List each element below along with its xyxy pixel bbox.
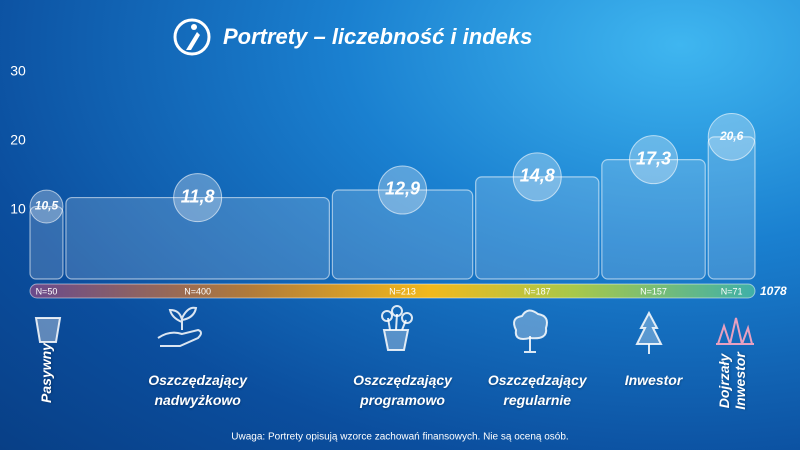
value-bubble bbox=[29, 189, 64, 224]
total-label: 1078 bbox=[760, 284, 787, 298]
category-label: Oszczędzający nadwyżkowo bbox=[148, 372, 248, 408]
y-tick-label: 20 bbox=[10, 132, 26, 148]
value-bubble bbox=[378, 165, 428, 215]
n-label: N=71 bbox=[721, 286, 743, 296]
n-strip bbox=[29, 283, 756, 299]
n-label: N=50 bbox=[36, 286, 58, 296]
chart-title: Portrety – liczebność i indeks bbox=[223, 24, 532, 49]
category-label: Dojrzały Inwestor bbox=[715, 352, 748, 410]
category-label: Pasywny bbox=[38, 343, 55, 403]
logo bbox=[173, 18, 211, 56]
value-label: 20,6 bbox=[719, 129, 744, 143]
value-label: 14,8 bbox=[520, 166, 555, 186]
n-label: N=213 bbox=[389, 286, 416, 296]
bar bbox=[707, 136, 756, 280]
bar bbox=[601, 159, 706, 280]
value-label: 11,8 bbox=[181, 186, 215, 206]
value-bubble bbox=[629, 135, 679, 185]
value-bubble bbox=[173, 173, 223, 223]
value-label: 10,5 bbox=[35, 199, 59, 213]
category-label: Oszczędzający programowo bbox=[353, 372, 452, 408]
y-tick-label: 30 bbox=[10, 63, 26, 79]
value-bubble bbox=[707, 112, 756, 161]
n-label: N=400 bbox=[184, 286, 211, 296]
bar bbox=[65, 196, 330, 280]
value-label: 17,3 bbox=[636, 148, 671, 168]
category-label: Oszczędzający regularnie bbox=[487, 372, 587, 408]
footnote: Uwaga: Portrety opisują wzorce zachowań … bbox=[231, 432, 568, 443]
n-label: N=157 bbox=[640, 286, 667, 296]
n-label: N=187 bbox=[524, 286, 551, 296]
value-bubble bbox=[512, 152, 562, 202]
y-tick-label: 10 bbox=[10, 201, 26, 217]
icons bbox=[34, 305, 754, 354]
bar bbox=[331, 189, 474, 280]
bar bbox=[475, 176, 600, 280]
bar bbox=[29, 205, 64, 280]
value-label: 12,9 bbox=[385, 179, 420, 199]
category-label: Inwestor bbox=[624, 372, 683, 388]
